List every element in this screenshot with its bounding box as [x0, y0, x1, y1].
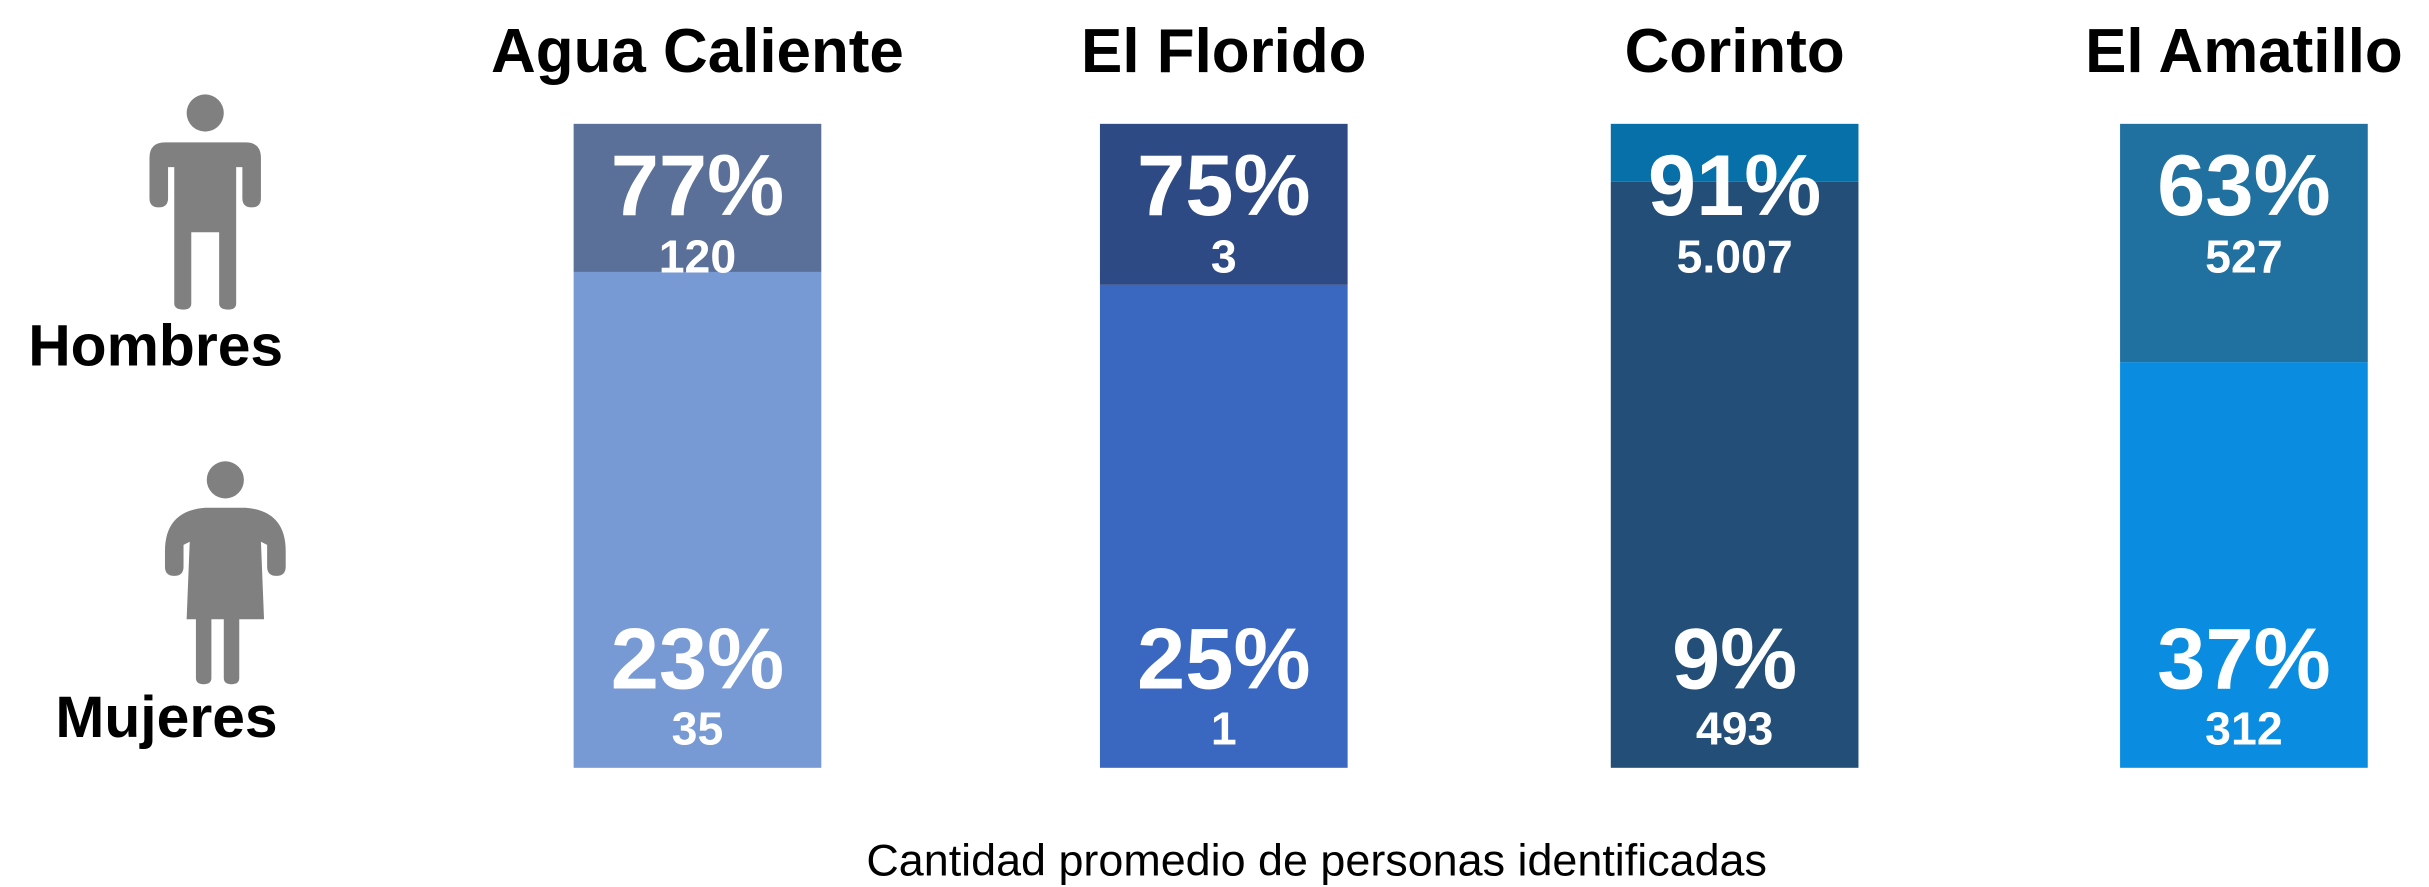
bar-segment	[1610, 123, 1859, 182]
male-icon	[149, 94, 261, 310]
count-label: 493	[1696, 702, 1773, 754]
count-label: 312	[2205, 702, 2282, 754]
bar-segment	[1099, 123, 1348, 285]
count-label: 5.007	[1677, 230, 1793, 282]
bar-segment	[1099, 284, 1348, 768]
bar-segment	[2120, 123, 2368, 363]
count-label: 120	[659, 230, 736, 282]
bar-segment	[573, 123, 822, 272]
series-label: Mujeres	[55, 685, 277, 750]
category-title: El Florido	[1081, 17, 1366, 86]
percent-label: 75%	[1137, 138, 1310, 234]
category-title: Corinto	[1625, 17, 1845, 86]
bar-segment	[1610, 181, 1859, 768]
percent-label: 23%	[611, 612, 784, 708]
series-label: Hombres	[28, 313, 283, 378]
percent-label: 25%	[1137, 612, 1310, 708]
percent-label: 77%	[611, 138, 784, 234]
percent-label: 91%	[1648, 138, 1821, 234]
percent-label: 9%	[1672, 612, 1797, 708]
female-icon	[164, 461, 286, 685]
bar-segment	[573, 271, 822, 768]
count-label: 35	[672, 702, 724, 754]
x-axis-label: Cantidad promedio de personas identifica…	[866, 835, 1767, 886]
category-title: Agua Caliente	[491, 17, 904, 86]
bar-segment	[2120, 362, 2368, 768]
percent-label: 63%	[2157, 138, 2330, 234]
count-label: 527	[2205, 230, 2282, 282]
percent-label: 37%	[2157, 612, 2330, 708]
category-title: El Amatillo	[2085, 17, 2403, 86]
count-label: 3	[1211, 230, 1237, 282]
count-label: 1	[1211, 702, 1237, 754]
